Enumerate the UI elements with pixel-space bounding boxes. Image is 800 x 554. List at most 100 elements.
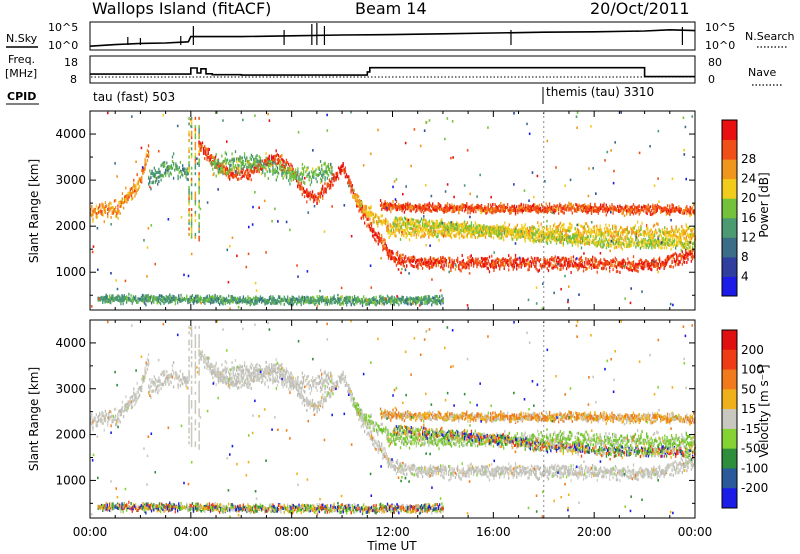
power-cell bbox=[619, 231, 622, 235]
power-cell bbox=[685, 223, 688, 227]
power-cell bbox=[405, 264, 408, 268]
power-cell bbox=[423, 261, 425, 265]
power-cell bbox=[644, 265, 646, 269]
power-cell bbox=[400, 256, 402, 260]
power-cell bbox=[586, 267, 588, 271]
power-cell bbox=[673, 209, 676, 213]
power-cell bbox=[624, 228, 626, 232]
power-cell bbox=[544, 257, 546, 261]
power-cell bbox=[671, 254, 673, 258]
power-cell bbox=[547, 206, 550, 210]
power-cell bbox=[96, 215, 99, 219]
power-cell bbox=[474, 227, 476, 231]
power-cell bbox=[569, 207, 571, 211]
power-cell bbox=[653, 230, 656, 234]
power-cell bbox=[567, 205, 569, 209]
power-cell bbox=[504, 208, 507, 212]
power-cell bbox=[388, 249, 391, 253]
power-cell bbox=[621, 262, 623, 266]
power-cell bbox=[239, 155, 241, 159]
power-cell bbox=[666, 208, 669, 212]
power-cell bbox=[315, 168, 317, 172]
power-cell bbox=[629, 267, 631, 271]
power-cell bbox=[398, 230, 401, 234]
power-cell bbox=[538, 268, 541, 272]
power-cell bbox=[564, 256, 567, 260]
power-cell bbox=[677, 257, 679, 261]
power-cell bbox=[351, 187, 353, 191]
date-title: 20/Oct/2011 bbox=[590, 0, 690, 18]
power-cell bbox=[90, 208, 92, 212]
power-cell bbox=[570, 256, 572, 260]
power-cell bbox=[685, 256, 687, 260]
power-cell bbox=[449, 256, 451, 260]
power-cell bbox=[288, 162, 290, 166]
power-cell bbox=[206, 153, 208, 157]
power-cell bbox=[92, 209, 94, 213]
power-cell bbox=[385, 244, 387, 248]
power-cell bbox=[495, 231, 498, 235]
power-cell bbox=[647, 226, 649, 230]
power-cell bbox=[245, 162, 247, 166]
power-cell bbox=[510, 256, 512, 260]
power-cell bbox=[268, 160, 271, 164]
power-cell bbox=[670, 234, 673, 238]
power-cell bbox=[657, 262, 660, 266]
power-cell bbox=[494, 203, 496, 207]
power-cell bbox=[549, 229, 551, 233]
power-cell bbox=[622, 260, 624, 264]
power-cell bbox=[451, 223, 453, 227]
power-cell bbox=[544, 206, 546, 210]
power-cell bbox=[539, 208, 542, 212]
power-cell bbox=[606, 229, 608, 233]
power-cell bbox=[413, 233, 415, 237]
power-cell bbox=[440, 204, 442, 208]
power-cell bbox=[437, 206, 440, 210]
power-cell bbox=[671, 203, 673, 207]
power-cell bbox=[683, 254, 686, 258]
power-cell bbox=[478, 224, 481, 228]
power-cell bbox=[109, 208, 111, 212]
power-cell bbox=[532, 226, 534, 230]
power-cell bbox=[202, 149, 205, 153]
power-cell bbox=[163, 164, 166, 168]
power-cell bbox=[428, 258, 431, 262]
power-cell bbox=[269, 164, 272, 168]
power-cell bbox=[562, 256, 564, 260]
power-cell bbox=[405, 235, 407, 239]
power-cell bbox=[379, 219, 381, 223]
power-cell bbox=[452, 265, 454, 269]
power-cell bbox=[395, 207, 398, 211]
power-cell bbox=[409, 205, 411, 209]
power-cell bbox=[268, 163, 271, 167]
power-cell bbox=[272, 161, 274, 165]
nave-tick-bottom: 0 bbox=[708, 73, 715, 86]
power-cell bbox=[631, 210, 634, 214]
power-cell bbox=[682, 230, 684, 234]
power-cell bbox=[587, 258, 589, 262]
power-cell bbox=[614, 206, 617, 210]
power-cell bbox=[480, 256, 483, 260]
power-cell bbox=[438, 238, 440, 242]
power-cell bbox=[172, 176, 175, 180]
power-cell bbox=[497, 258, 500, 262]
power-cell bbox=[636, 206, 638, 210]
power-cell bbox=[488, 230, 491, 234]
power-cell bbox=[474, 235, 477, 239]
power-cell bbox=[235, 169, 238, 173]
power-cell bbox=[328, 170, 331, 174]
power-cell bbox=[600, 234, 602, 238]
power-cell bbox=[450, 206, 452, 210]
power-cell bbox=[417, 233, 420, 237]
power-cell bbox=[561, 256, 563, 260]
power-cell bbox=[484, 260, 486, 264]
power-cell bbox=[381, 201, 383, 205]
power-cell bbox=[102, 205, 104, 209]
power-cell bbox=[661, 207, 663, 211]
power-cell bbox=[673, 207, 676, 211]
power-cell bbox=[497, 233, 500, 237]
power-cell bbox=[327, 163, 330, 167]
power-cell bbox=[147, 144, 150, 148]
power-cell bbox=[324, 170, 326, 174]
power-cell bbox=[441, 229, 444, 233]
